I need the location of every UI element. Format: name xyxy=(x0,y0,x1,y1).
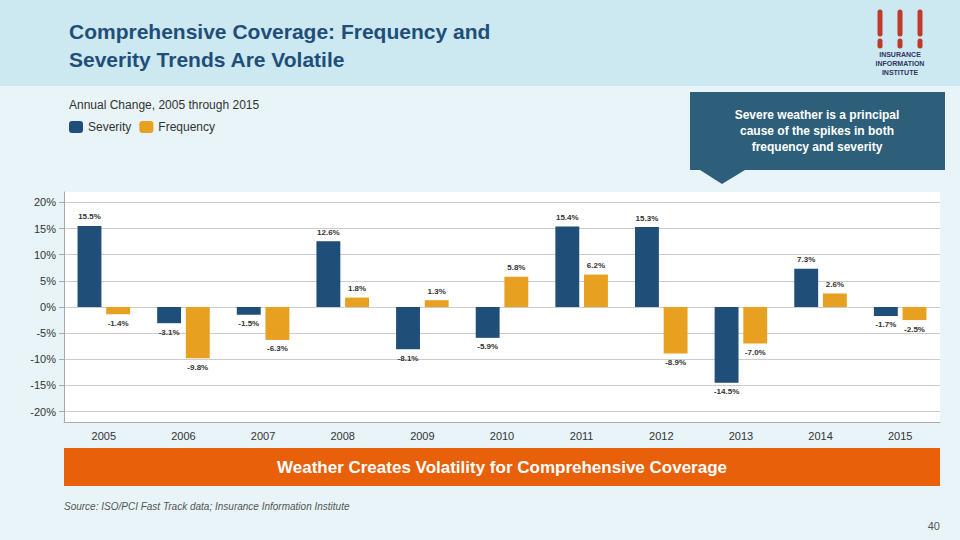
svg-text:2008: 2008 xyxy=(330,430,354,442)
svg-text:Comprehensive Coverage: Freque: Comprehensive Coverage: Frequency and xyxy=(69,20,490,43)
svg-text:-3.1%: -3.1% xyxy=(159,328,180,337)
svg-text:2006: 2006 xyxy=(171,430,195,442)
svg-text:0%: 0% xyxy=(40,301,56,313)
svg-text:-9.8%: -9.8% xyxy=(187,363,208,372)
svg-text:-20%: -20% xyxy=(30,406,56,418)
svg-text:-14.5%: -14.5% xyxy=(714,387,739,396)
svg-text:Frequency: Frequency xyxy=(158,120,215,134)
svg-text:INSTITUTE: INSTITUTE xyxy=(882,69,918,76)
svg-text:2013: 2013 xyxy=(729,430,753,442)
svg-text:2011: 2011 xyxy=(570,430,594,442)
svg-text:-1.7%: -1.7% xyxy=(875,320,896,329)
svg-text:INFORMATION: INFORMATION xyxy=(876,60,925,67)
svg-text:Annual Change, 2005 through 20: Annual Change, 2005 through 2015 xyxy=(69,98,259,112)
svg-text:5.8%: 5.8% xyxy=(507,263,525,272)
svg-text:10%: 10% xyxy=(34,249,56,261)
svg-text:2.6%: 2.6% xyxy=(826,280,844,289)
svg-text:20%: 20% xyxy=(34,196,56,208)
svg-text:15.4%: 15.4% xyxy=(556,213,579,222)
svg-text:15.5%: 15.5% xyxy=(78,212,101,221)
svg-text:2012: 2012 xyxy=(649,430,673,442)
svg-text:Severe weather is a principal: Severe weather is a principal xyxy=(735,108,900,122)
svg-text:15%: 15% xyxy=(34,223,56,235)
svg-text:-1.5%: -1.5% xyxy=(238,319,259,328)
svg-text:12.6%: 12.6% xyxy=(317,228,340,237)
svg-text:Source: ISO/PCI Fast Track dat: Source: ISO/PCI Fast Track data; Insuran… xyxy=(64,501,350,512)
svg-text:2009: 2009 xyxy=(410,430,434,442)
svg-text:1.3%: 1.3% xyxy=(428,287,446,296)
svg-text:15.3%: 15.3% xyxy=(636,214,659,223)
svg-text:-5%: -5% xyxy=(36,327,56,339)
svg-text:2014: 2014 xyxy=(808,430,832,442)
svg-text:40: 40 xyxy=(928,520,940,532)
svg-text:-6.3%: -6.3% xyxy=(267,344,288,353)
svg-text:INSURANCE: INSURANCE xyxy=(879,51,921,58)
svg-text:Severity: Severity xyxy=(88,120,131,134)
svg-text:2005: 2005 xyxy=(92,430,116,442)
svg-text:2015: 2015 xyxy=(888,430,912,442)
svg-text:7.3%: 7.3% xyxy=(797,255,815,264)
svg-text:Weather Creates Volatility for: Weather Creates Volatility for Comprehen… xyxy=(277,458,727,477)
svg-text:2007: 2007 xyxy=(251,430,275,442)
svg-text:2010: 2010 xyxy=(490,430,514,442)
svg-text:-10%: -10% xyxy=(30,353,56,365)
svg-text:-15%: -15% xyxy=(30,379,56,391)
svg-text:5%: 5% xyxy=(40,275,56,287)
svg-text:-8.1%: -8.1% xyxy=(398,354,419,363)
svg-text:1.8%: 1.8% xyxy=(348,284,366,293)
svg-text:-7.0%: -7.0% xyxy=(745,348,766,357)
svg-text:-2.5%: -2.5% xyxy=(904,325,925,334)
svg-text:-8.9%: -8.9% xyxy=(665,358,686,367)
svg-text:Severity Trends Are Volatile: Severity Trends Are Volatile xyxy=(69,48,344,71)
svg-text:6.2%: 6.2% xyxy=(587,261,605,270)
svg-text:-5.9%: -5.9% xyxy=(477,342,498,351)
svg-text:-1.4%: -1.4% xyxy=(108,319,129,328)
svg-text:frequency and severity: frequency and severity xyxy=(752,140,883,154)
svg-text:cause of the spikes in both: cause of the spikes in both xyxy=(740,124,894,138)
